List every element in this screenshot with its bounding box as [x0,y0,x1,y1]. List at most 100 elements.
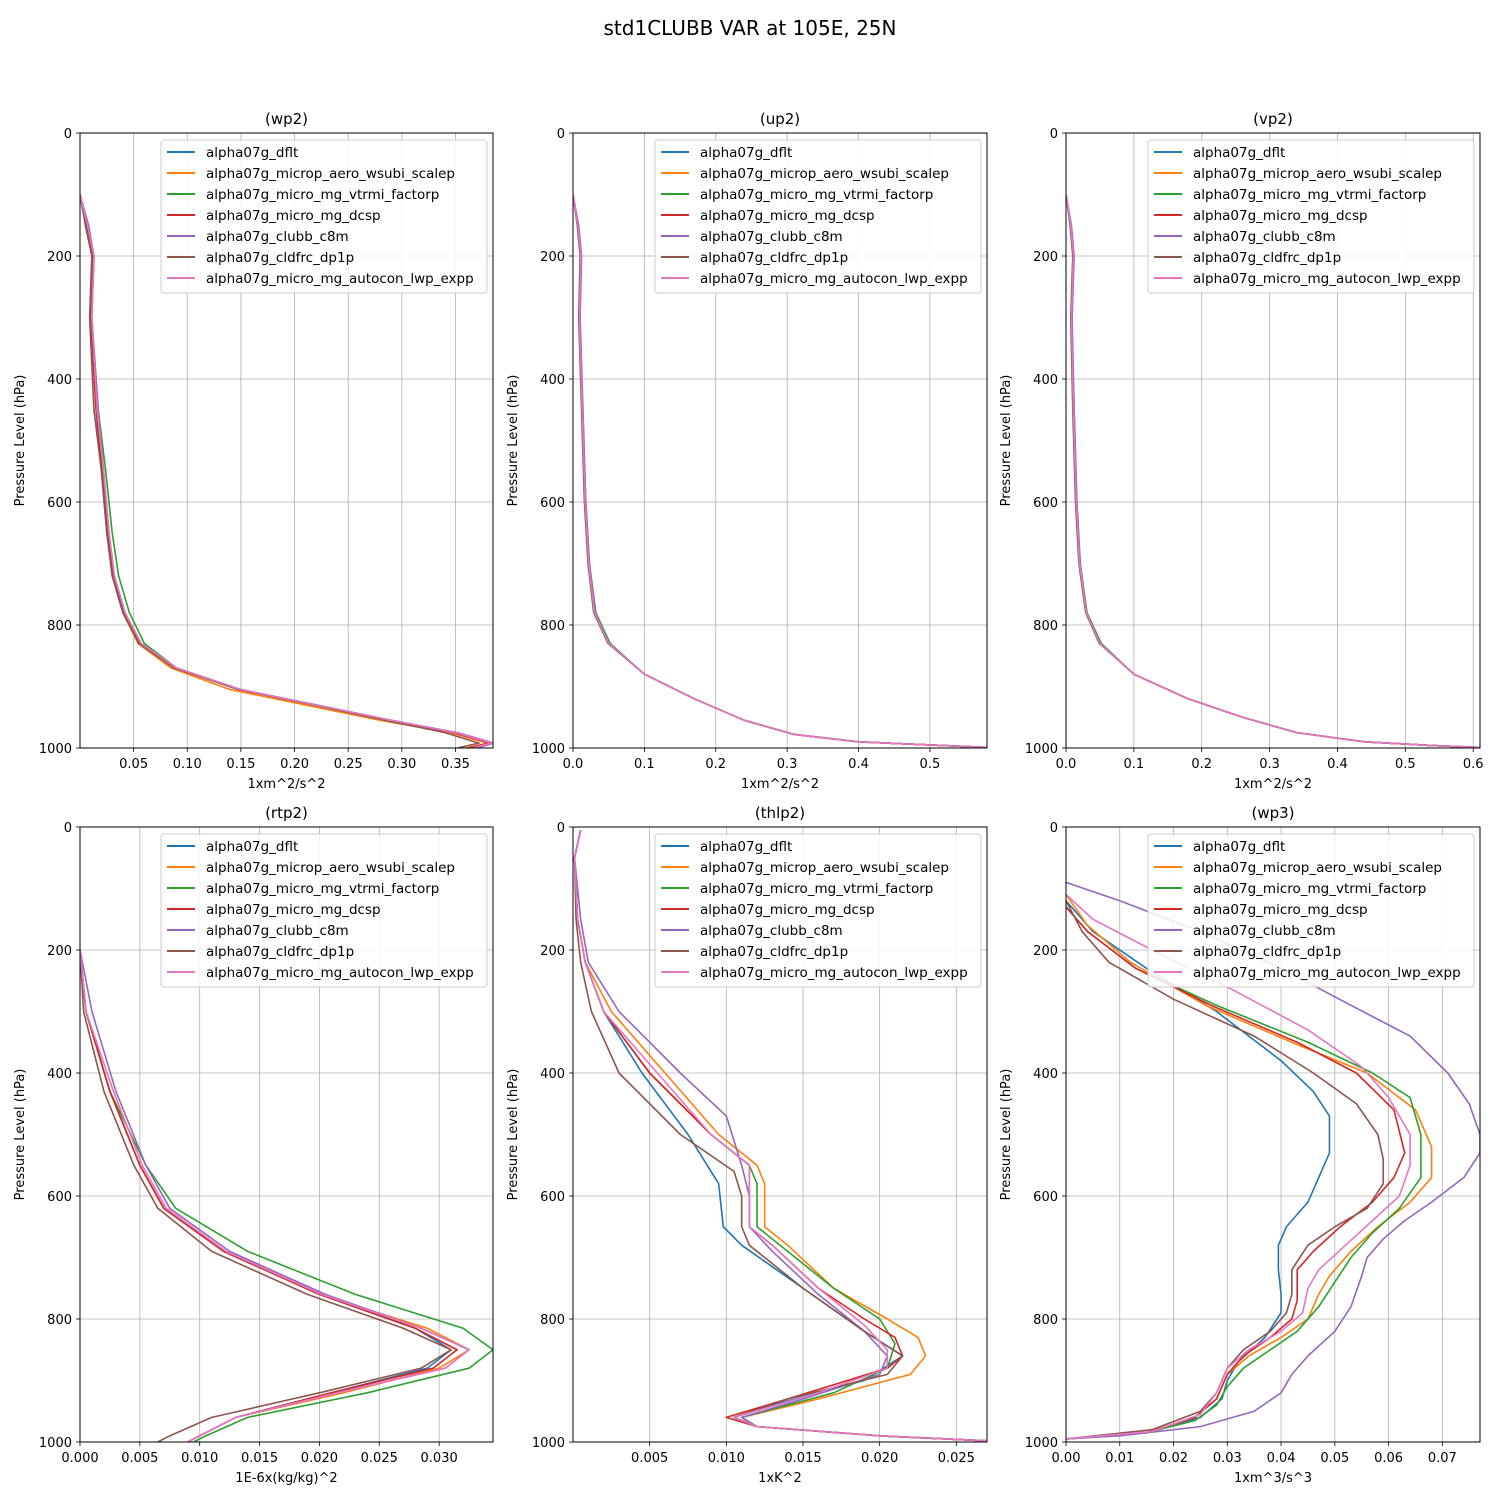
legend-entry: alpha07g_cldfrc_dp1p [1193,944,1341,960]
series-line-3 [1066,906,1422,1440]
series-line-7 [80,194,493,748]
x-tick-label: 0.06 [1374,1451,1403,1466]
x-tick-label: 0.015 [241,1451,278,1466]
legend-entry: alpha07g_microp_aero_wsubi_scalep [700,166,949,182]
legend: alpha07g_dflt alpha07g_microp_aero_wsubi_… [1147,833,1475,988]
y-tick-label: 400 [47,1067,72,1082]
y-tick-label: 200 [1033,250,1058,265]
x-tick-label: 0.0 [1056,757,1077,772]
series-group [1066,881,1480,1440]
legend-entry: alpha07g_dflt [700,145,792,161]
y-tick-label: 400 [540,1067,565,1082]
x-tick-label: 0.010 [708,1451,745,1466]
x-tick-label: 0.30 [387,757,416,772]
y-tick-label: 1000 [39,1436,72,1451]
legend-entry: alpha07g_dflt [206,145,298,161]
series-group [1066,194,1480,748]
legend-entry: alpha07g_microp_aero_wsubi_scalep [206,860,455,876]
legend-entry: alpha07g_micro_mg_dcsp [206,902,381,918]
y-tick-label: 200 [540,250,565,265]
y-tick-label: 0 [64,821,72,836]
x-tick-label: 0.4 [1327,757,1348,772]
y-tick-label: 200 [47,250,72,265]
legend: alpha07g_dflt alpha07g_microp_aero_wsubi_… [654,139,982,294]
y-tick-label: 1000 [1025,742,1058,757]
panel-1: 0.05 0.10 0.15 0.20 0.25 0.30 0.35 0 200 400 600 80… [13,110,494,792]
legend-entry: alpha07g_micro_mg_dcsp [1193,208,1368,224]
legend-entry: alpha07g_dflt [1193,145,1285,161]
series-group [573,194,987,748]
legend-box [1147,139,1475,294]
legend: alpha07g_dflt alpha07g_microp_aero_wsubi_… [160,139,488,294]
x-axis-label: 1xK^2 [758,1471,802,1486]
y-tick-label: 600 [540,1190,565,1205]
legend-entry: alpha07g_micro_mg_autocon_lwp_expp [700,965,968,981]
legend-entry: alpha07g_clubb_c8m [700,229,843,245]
y-tick-label: 800 [540,1313,565,1328]
y-axis-label: Pressure Level (hPa) [506,375,521,507]
series-line-7 [573,194,987,748]
x-axis-label: 1xm^2/s^2 [1234,777,1312,792]
series-line-6 [80,949,452,1442]
x-tick-label: 0.25 [334,757,363,772]
x-tick-label: 0.3 [1259,757,1280,772]
legend-entry: alpha07g_microp_aero_wsubi_scalep [1193,860,1442,876]
y-axis-label: Pressure Level (hPa) [506,1069,521,1201]
series-line-5 [573,829,987,1442]
y-tick-label: 0 [1050,127,1058,142]
y-tick-label: 1000 [39,742,72,757]
x-tick-label: 0.20 [280,757,309,772]
series-group [80,194,493,748]
series-group [573,829,987,1442]
x-axis-label: 1xm^3/s^3 [1234,1471,1312,1486]
x-tick-label: 0.6 [1463,757,1484,772]
y-tick-label: 0 [557,821,565,836]
series-line-5 [1066,881,1480,1440]
panel-title: (thlp2) [755,804,805,822]
x-tick-label: 0.02 [1159,1451,1188,1466]
x-tick-label: 0.0 [563,757,584,772]
x-tick-label: 0.00 [1052,1451,1081,1466]
x-tick-label: 0.04 [1267,1451,1296,1466]
legend-entry: alpha07g_micro_mg_dcsp [700,902,875,918]
legend-entry: alpha07g_micro_mg_autocon_lwp_expp [206,271,474,287]
legend-box [160,139,488,294]
legend-entry: alpha07g_dflt [206,839,298,855]
legend-entry: alpha07g_micro_mg_vtrmi_factorp [206,881,439,897]
panel-6: 0.00 0.01 0.02 0.03 0.04 0.05 0.06 0.07 0 200 400 6… [999,804,1481,1486]
y-tick-label: 400 [47,373,72,388]
legend-entry: alpha07g_micro_mg_vtrmi_factorp [1193,881,1426,897]
legend-entry: alpha07g_micro_mg_autocon_lwp_expp [700,271,968,287]
y-tick-label: 800 [47,1313,72,1328]
panel-2: 0.0 0.1 0.2 0.3 0.4 0.5 0 200 400 600 800 1000 (up2)… [506,110,988,792]
y-tick-label: 600 [1033,496,1058,511]
x-tick-label: 0.2 [705,757,726,772]
x-tick-label: 0.020 [861,1451,898,1466]
x-tick-label: 0.4 [848,757,869,772]
x-tick-label: 0.3 [777,757,798,772]
y-axis-label: Pressure Level (hPa) [13,1069,28,1201]
y-axis-label: Pressure Level (hPa) [13,375,28,507]
legend: alpha07g_dflt alpha07g_microp_aero_wsubi_… [654,833,982,988]
legend-entry: alpha07g_micro_mg_dcsp [206,208,381,224]
panel-title: (rtp2) [265,804,308,822]
x-tick-label: 0.010 [181,1451,218,1466]
axes-frame [1065,132,1481,749]
legend-entry: alpha07g_cldfrc_dp1p [206,250,354,266]
x-tick-label: 0.2 [1191,757,1212,772]
x-tick-label: 0.5 [1395,757,1416,772]
y-tick-label: 1000 [1025,1436,1058,1451]
legend-entry: alpha07g_microp_aero_wsubi_scalep [1193,166,1442,182]
x-tick-label: 0.05 [119,757,148,772]
legend-entry: alpha07g_clubb_c8m [1193,229,1336,245]
panel-5: 0.005 0.010 0.015 0.020 0.025 0 200 400 600 800 10… [506,804,988,1486]
x-tick-label: 0.015 [784,1451,821,1466]
legend-entry: alpha07g_micro_mg_vtrmi_factorp [700,881,933,897]
x-tick-label: 0.15 [226,757,255,772]
legend-entry: alpha07g_cldfrc_dp1p [700,944,848,960]
y-tick-label: 800 [1033,619,1058,634]
y-tick-label: 400 [540,373,565,388]
axes-frame [79,132,494,749]
x-tick-label: 0.025 [361,1451,398,1466]
x-tick-label: 0.05 [1320,1451,1349,1466]
